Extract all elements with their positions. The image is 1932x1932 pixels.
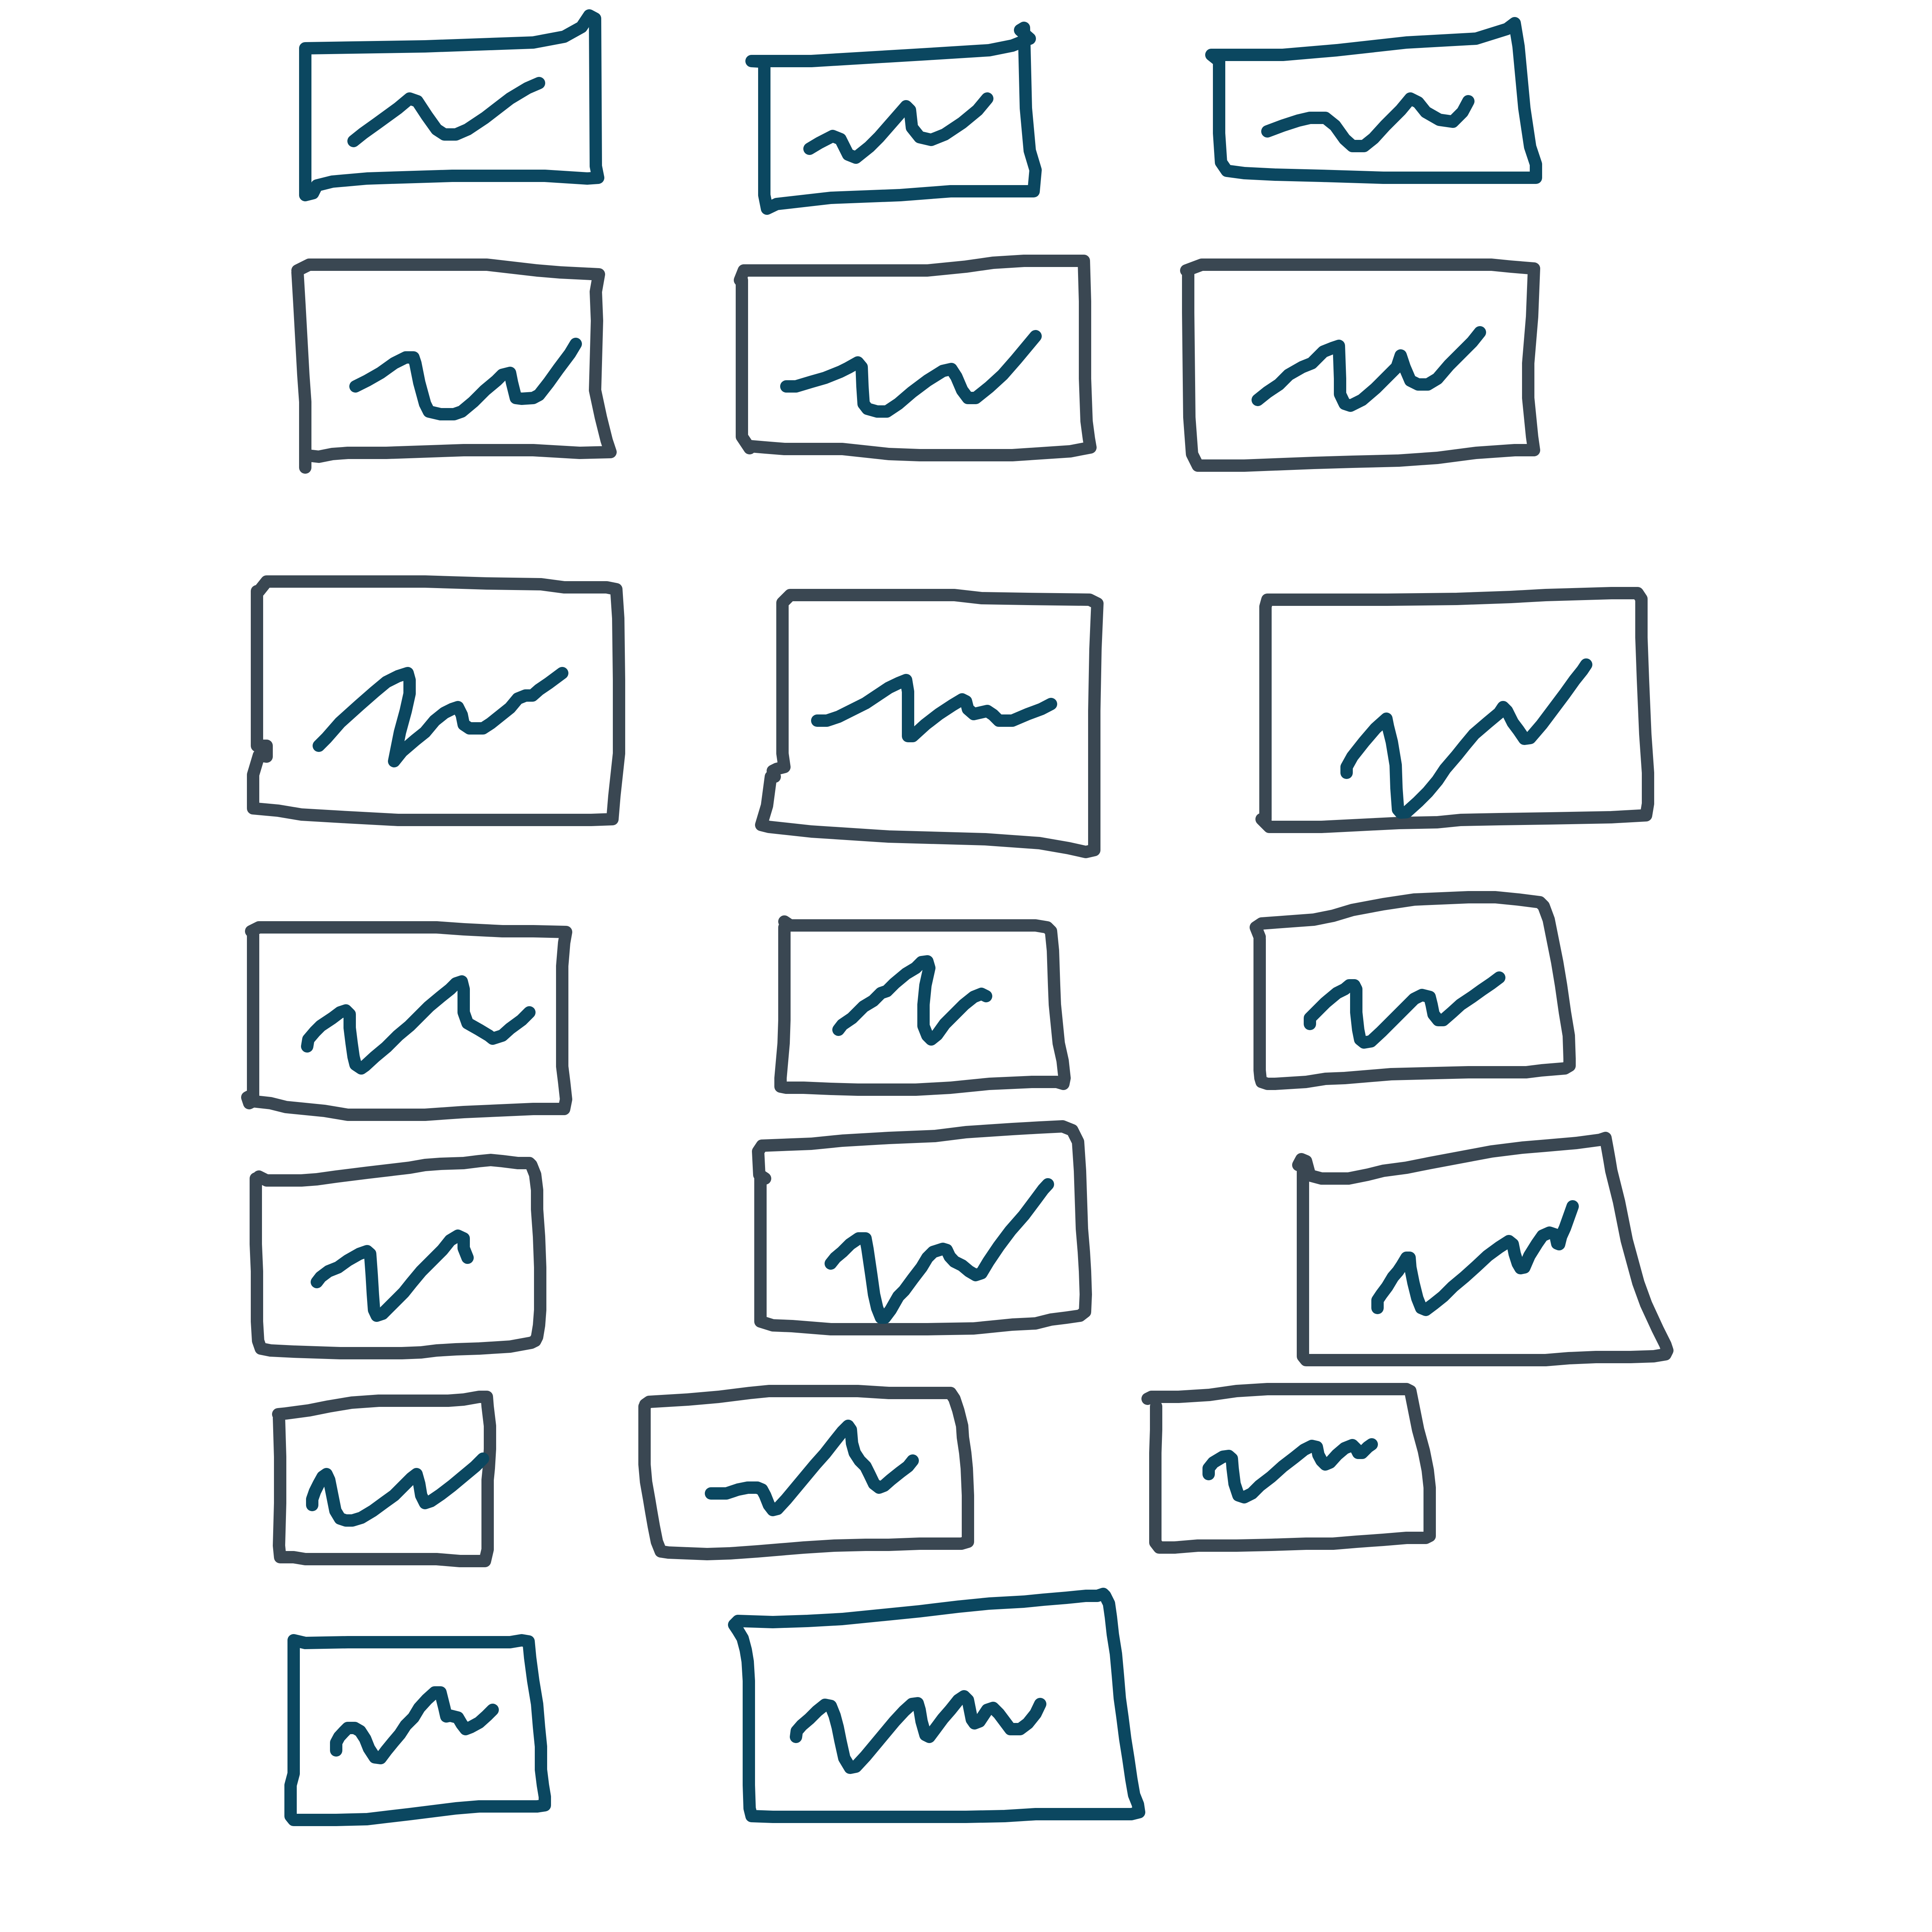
- zigzag-line: [306, 1452, 489, 1527]
- sketch-frame: [250, 1154, 546, 1359]
- sketch-frame: [755, 589, 1104, 858]
- sketch-frame: [1141, 1383, 1436, 1554]
- frame-outline: [284, 1634, 551, 1826]
- sketch-frame: [1292, 1132, 1673, 1366]
- sketch-frame: [752, 1120, 1092, 1335]
- sketch-frame: [284, 1634, 551, 1826]
- frame-outline: [1255, 587, 1654, 833]
- zigzag-line: [1340, 658, 1592, 819]
- zigzag-line: [349, 338, 582, 420]
- frame-outline: [1250, 891, 1576, 1090]
- sketch-frame: [745, 22, 1042, 215]
- sketch-frame: [272, 1391, 496, 1567]
- frame-outline: [272, 1391, 496, 1567]
- frame-outline: [728, 1588, 1145, 1823]
- frame-outline: [638, 1385, 974, 1560]
- sketch-frame: [774, 915, 1071, 1096]
- frame-outline: [774, 915, 1071, 1096]
- sketch-frame: [1255, 587, 1654, 833]
- sketch-frame: [734, 255, 1097, 461]
- frame-outline: [752, 1120, 1092, 1335]
- sketch-frame: [241, 921, 572, 1121]
- zigzag-line: [803, 92, 993, 164]
- frame-outline: [250, 1154, 546, 1359]
- frame-outline: [1205, 17, 1542, 184]
- sketch-frame: [299, 9, 604, 201]
- zigzag-line: [347, 77, 545, 147]
- zigzag-line: [705, 1420, 919, 1516]
- frame-outline: [745, 22, 1042, 215]
- zigzag-line: [825, 1178, 1054, 1324]
- zigzag-line: [313, 667, 568, 767]
- frame-outline: [299, 9, 604, 201]
- sketch-frame: [728, 1588, 1145, 1823]
- zigzag-line: [311, 1230, 474, 1322]
- sketch-frame: [1205, 17, 1542, 184]
- frame-outline: [1292, 1132, 1673, 1366]
- frame-outline: [247, 575, 625, 826]
- zigzag-line: [1371, 1200, 1579, 1316]
- zigzag-line: [1202, 1438, 1378, 1503]
- sketch-frame: [638, 1385, 974, 1560]
- zigzag-line: [832, 955, 992, 1046]
- zigzag-line: [1261, 92, 1475, 152]
- frame-outline: [1141, 1383, 1436, 1554]
- zigzag-line: [301, 975, 536, 1075]
- frame-outline: [291, 259, 617, 474]
- zigzag-line: [790, 1690, 1046, 1774]
- zigzag-line: [811, 674, 1057, 742]
- frame-outline: [755, 589, 1104, 858]
- zigzag-line: [1252, 326, 1486, 412]
- sketch-frame: [247, 575, 625, 826]
- frame-outline: [241, 921, 572, 1121]
- frame-outline: [1180, 259, 1540, 472]
- sketch-frame: [1250, 891, 1576, 1090]
- zigzag-line: [330, 1686, 499, 1764]
- frame-outline: [734, 255, 1097, 461]
- zigzag-line: [1304, 971, 1505, 1049]
- zigzag-line: [780, 330, 1042, 418]
- sketch-frame: [1180, 259, 1540, 472]
- sketch-frame: [291, 259, 617, 474]
